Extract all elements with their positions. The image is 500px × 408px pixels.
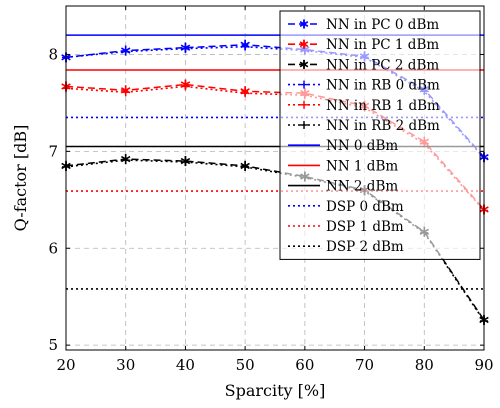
x-tick-label: 20 bbox=[56, 356, 75, 374]
data-point bbox=[300, 100, 308, 109]
legend-item: NN in RB 1 dBm bbox=[288, 98, 440, 114]
legend-item: NN in PC 2 dBm bbox=[288, 57, 439, 73]
legend-item: DSP 2 dBm bbox=[288, 239, 404, 255]
data-point bbox=[299, 39, 309, 49]
legend-label: NN in RB 2 dBm bbox=[326, 118, 440, 134]
legend-item: NN in PC 1 dBm bbox=[288, 37, 439, 53]
axes bbox=[65, 5, 485, 351]
x-tick-label: 60 bbox=[295, 356, 314, 374]
data-point bbox=[121, 156, 130, 165]
x-tick-label: 90 bbox=[474, 356, 493, 374]
x-tick-label: 80 bbox=[415, 356, 434, 374]
legend-item: NN 1 dBm bbox=[288, 158, 398, 174]
data-point bbox=[300, 121, 308, 129]
y-tick-label: 5 bbox=[48, 336, 58, 354]
x-tick-label: 40 bbox=[176, 356, 195, 374]
data-point bbox=[121, 88, 130, 97]
legend-item: NN in RB 0 dBm bbox=[288, 78, 440, 94]
legend-item: DSP 0 dBm bbox=[288, 199, 404, 215]
x-tick-label: 50 bbox=[236, 356, 255, 374]
legend-label: NN in PC 1 dBm bbox=[326, 37, 439, 53]
x-tick-label: 30 bbox=[116, 356, 135, 374]
legend-label: NN in PC 0 dBm bbox=[326, 17, 439, 33]
legend-label: DSP 0 dBm bbox=[326, 199, 404, 215]
data-point bbox=[181, 158, 190, 167]
y-tick-label: 7 bbox=[48, 142, 58, 160]
data-point bbox=[181, 44, 190, 53]
data-point bbox=[121, 47, 130, 56]
data-point bbox=[299, 59, 309, 69]
legend-box bbox=[279, 10, 481, 260]
legend-item: NN 0 dBm bbox=[288, 138, 398, 154]
legend-item: NN 2 dBm bbox=[288, 179, 398, 195]
series-line bbox=[65, 158, 485, 321]
legend-label: DSP 1 dBm bbox=[326, 219, 404, 235]
y-tick-label: 6 bbox=[48, 239, 58, 257]
series-line bbox=[65, 159, 485, 322]
legend-label: NN 1 dBm bbox=[326, 158, 398, 174]
x-axis-label: Sparcity [%] bbox=[225, 381, 326, 400]
y-tick-label: 8 bbox=[48, 45, 58, 63]
legend-label: NN in PC 2 dBm bbox=[326, 57, 439, 73]
y-axis-label: Q-factor [dB] bbox=[11, 125, 30, 232]
legend-label: NN in RB 1 dBm bbox=[326, 98, 440, 114]
data-point bbox=[241, 162, 250, 171]
tick-labels: 20 30 40 50 60 70 80 90 5 6 7 8 bbox=[48, 6, 494, 374]
legend-label: NN 0 dBm bbox=[326, 138, 398, 154]
legend-item: NN in RB 2 dBm bbox=[288, 118, 440, 134]
x-tick-label: 70 bbox=[355, 356, 374, 374]
data-point bbox=[299, 19, 309, 29]
plot-frame bbox=[65, 5, 485, 351]
legend-label: NN in RB 0 dBm bbox=[326, 78, 440, 94]
data-point bbox=[300, 80, 308, 89]
data-point bbox=[241, 89, 250, 98]
legend-label: NN 2 dBm bbox=[326, 179, 398, 195]
legend-item: NN in PC 0 dBm bbox=[288, 17, 439, 33]
data-point bbox=[181, 82, 190, 91]
legend-label: DSP 2 dBm bbox=[326, 239, 404, 255]
legend: NN in PC 0 dBm NN in PC 1 dBm NN in PC 2 d… bbox=[279, 10, 481, 260]
legend-item: DSP 1 dBm bbox=[288, 219, 404, 235]
data-point bbox=[241, 42, 250, 51]
